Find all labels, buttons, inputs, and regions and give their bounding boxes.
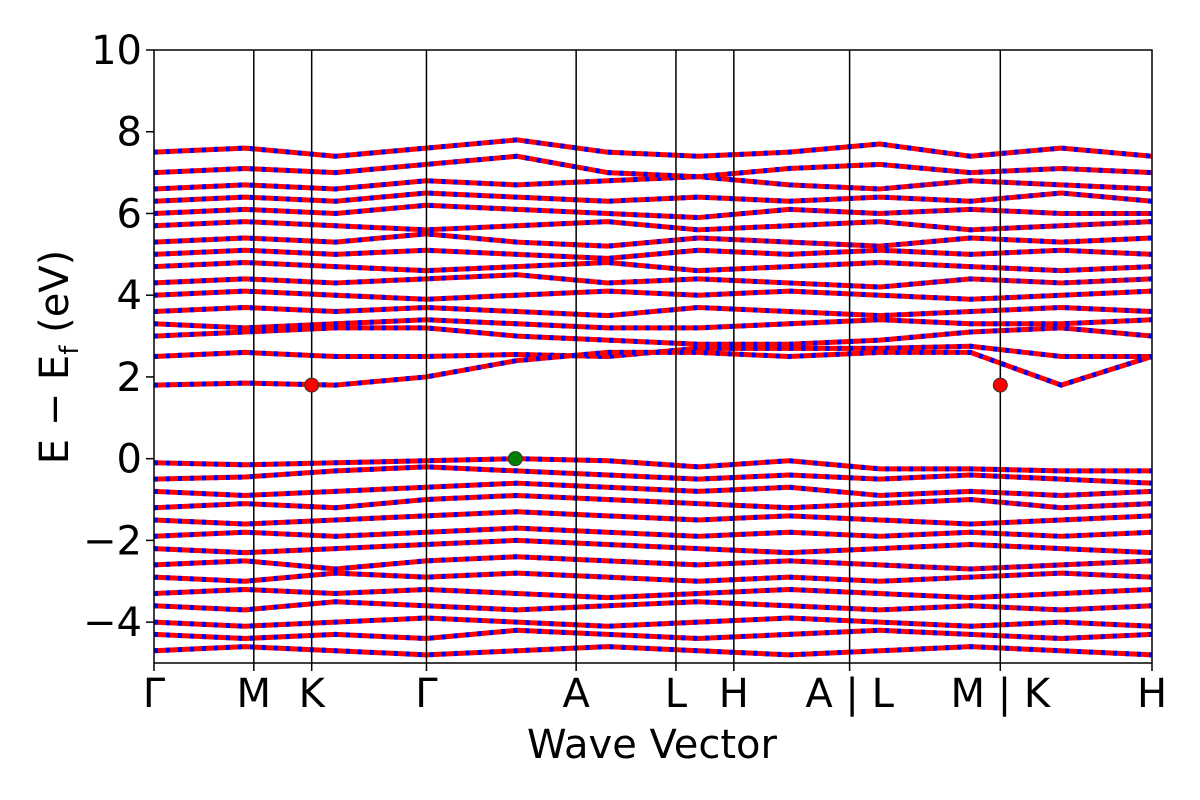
conduction-band-8-spin-up <box>154 247 1152 261</box>
y-tick-label: 8 <box>117 110 142 156</box>
x-tick-label: H <box>1137 671 1167 717</box>
band-extrema-markers <box>304 377 1008 467</box>
cbm-marker <box>992 377 1008 393</box>
x-tick-label: M <box>237 671 272 717</box>
y-tick-label: 6 <box>117 191 142 237</box>
valence-band-5-spin-up <box>154 525 1152 539</box>
y-axis-label: E − Ef (eV) <box>32 250 85 465</box>
y-axis-ticks: −4 −2 0 2 4 6 8 10 <box>83 28 154 646</box>
x-tick-label: M | K <box>950 671 1051 717</box>
plot-frame <box>153 49 1153 664</box>
kpoint-divider-lines <box>253 50 1002 663</box>
x-tick-label: L <box>665 671 688 717</box>
y-tick-label: 4 <box>117 273 142 319</box>
vbm-marker <box>507 451 523 467</box>
cbm-marker <box>304 377 320 393</box>
x-tick-label: K <box>299 671 327 717</box>
valence-band-2-spin-up <box>154 480 1152 498</box>
x-axis-label: Wave Vector <box>527 722 778 768</box>
conduction-band-3-spin-up <box>154 317 1152 331</box>
valence-band-1-spin-up <box>154 464 1152 486</box>
conduction-band-4-spin-up <box>154 304 1152 319</box>
band-lines <box>154 137 1152 658</box>
valence-band-10-spin-up <box>154 599 1152 613</box>
y-tick-label: 0 <box>117 437 142 483</box>
x-tick-label: Γ <box>143 671 166 717</box>
conduction-band-1-spin-up <box>154 349 1152 388</box>
valence-band-8-spin-up <box>154 570 1152 584</box>
conduction-band-2-spin-up <box>154 325 1152 347</box>
conduction-band-10-spin-up <box>154 219 1152 233</box>
valence-band-11-spin-up <box>154 615 1152 629</box>
valence-band-6-spin-up <box>154 537 1152 556</box>
conduction-band-13-spin-up <box>154 174 1152 192</box>
valence-band-13-spin-up <box>154 644 1152 658</box>
conduction-band-6-spin-up <box>154 272 1152 290</box>
valence-band-3-spin-up <box>154 492 1152 511</box>
valence-band-4-spin-up <box>154 509 1152 527</box>
conduction-band-14-spin-up <box>154 153 1152 180</box>
y-tick-label: 10 <box>91 28 142 74</box>
valence-band-12-spin-up <box>154 627 1152 641</box>
plot-area <box>154 50 1152 663</box>
conduction-band-11-spin-up <box>154 202 1152 221</box>
y-tick-label: −4 <box>83 600 142 646</box>
valence-band-0-spin-up <box>154 456 1152 474</box>
x-tick-label: A <box>562 671 590 717</box>
conduction-band-5-spin-up <box>154 288 1152 302</box>
x-tick-label: A | L <box>805 671 894 717</box>
x-tick-label: Γ <box>415 671 438 717</box>
y-tick-label: 2 <box>117 355 142 401</box>
valence-band-9-spin-up <box>154 586 1152 601</box>
valence-band-7-spin-up <box>154 554 1152 572</box>
conduction-band-12-spin-up <box>154 190 1152 204</box>
x-tick-label: H <box>719 671 749 717</box>
conduction-band-7-spin-up <box>154 260 1152 274</box>
conduction-band-15-spin-up <box>154 137 1152 159</box>
conduction-band-9-spin-up <box>154 231 1152 249</box>
y-tick-label: −2 <box>83 518 142 564</box>
